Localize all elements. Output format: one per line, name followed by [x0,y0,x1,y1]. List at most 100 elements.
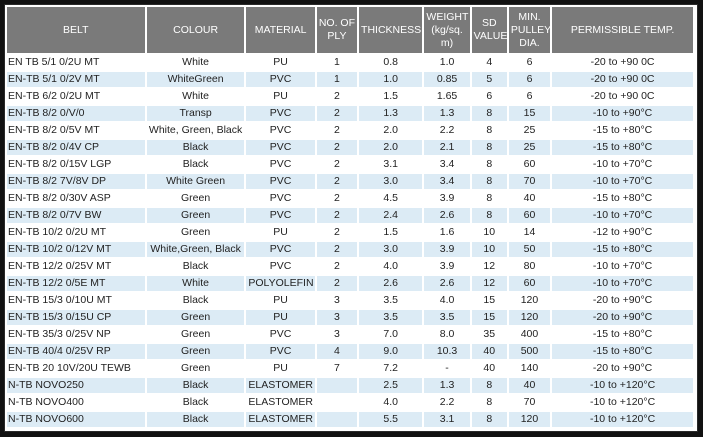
belt-cell: EN-TB 6/2 0/2U MT [7,89,145,104]
temp-cell: -10 to +70°C [552,276,693,291]
material-cell: PVC [246,191,315,206]
sd-value-cell: 8 [471,106,507,121]
belt-cell: EN-TB 8/2 0/30V ASP [7,191,145,206]
pulley-dia-cell: 500 [508,344,551,359]
ply-cell: 1 [316,55,358,70]
table-row: EN-TB 10/2 0/12V MT White,Green, Black PVC… [7,242,693,257]
thickness-cell: 9.0 [359,344,423,359]
pulley-dia-cell: 25 [508,140,551,155]
pulley-dia-cell: 60 [508,276,551,291]
weight-cell: 3.9 [424,259,470,274]
weight-cell: 4.0 [424,293,470,308]
table-row: EN-TB 40/4 0/25V RP Green PVC 4 9.0 10.3 40 500… [7,344,693,359]
ply-cell: 2 [316,242,358,257]
pulley-dia-cell: 60 [508,157,551,172]
colour-cell: White, Green, Black [146,123,245,138]
table-row: EN-TB 8/2 0/15V LGP Black PVC 2 3.1 3.4 8 60 -10… [7,157,693,172]
thickness-cell: 2.5 [359,378,423,393]
thickness-cell: 3.5 [359,293,423,308]
temp-cell: -20 to +90 0C [552,55,693,70]
sd-value-cell: 12 [471,259,507,274]
material-cell: PU [246,361,315,376]
header-colour: COLOUR [146,7,245,53]
material-cell: ELASTOMER WOVEN [246,395,315,410]
table-row: EN-TB 15/3 0/10U MT Black PU 3 3.5 4.0 15 120 -2… [7,293,693,308]
temp-cell: -12 to +90°C [552,225,693,240]
sd-value-cell: 8 [471,412,507,427]
sd-value-cell: 8 [471,378,507,393]
material-cell: PVC [246,344,315,359]
pulley-dia-cell: 70 [508,395,551,410]
colour-cell: Black [146,293,245,308]
temp-cell: -20 to +90°C [552,293,693,308]
sd-value-cell: 15 [471,310,507,325]
belt-cell: EN-TB 8/2 0/7V BW [7,208,145,223]
table-row: EN-TB 8/2 7V/8V DP White Green PVC 2 3.0 3.4 8… [7,174,693,189]
belt-cell: EN-TB 20 10V/20U TEWB [7,361,145,376]
pulley-dia-cell: 140 [508,361,551,376]
material-cell: PU [246,55,315,70]
thickness-cell: 4.5 [359,191,423,206]
belt-cell: EN-TB 35/3 0/25V NP [7,327,145,342]
colour-cell: Black [146,157,245,172]
table-row: EN-TB 5/1 0/2V MT WhiteGreen PVC 1 1.0 0.85 5 6… [7,72,693,87]
table-row: EN-TB 8/2 0/5V MT White, Green, Black PVC 2… [7,123,693,138]
material-cell: PVC [246,72,315,87]
pulley-dia-cell: 80 [508,259,551,274]
colour-cell: Black [146,140,245,155]
sd-value-cell: 12 [471,276,507,291]
header-weight: WEIGHT (kg/sq. m) [424,7,470,53]
material-cell: POLYOLEFIN [246,276,315,291]
pulley-dia-cell: 400 [508,327,551,342]
belt-cell: EN TB 5/1 0/2U MT [7,55,145,70]
thickness-cell: 4.0 [359,259,423,274]
ply-cell: 4 [316,344,358,359]
weight-cell: 3.4 [424,157,470,172]
thickness-cell: 1.3 [359,106,423,121]
header-min-pulley-dia: MIN. PULLEY DIA. [508,7,551,53]
colour-cell: Green [146,310,245,325]
thickness-cell: 2.0 [359,140,423,155]
thickness-cell: 7.0 [359,327,423,342]
thickness-cell: 1.0 [359,72,423,87]
sd-value-cell: 6 [471,89,507,104]
belt-cell: EN-TB 8/2 0/15V LGP [7,157,145,172]
header-belt: BELT [7,7,145,53]
table-row: EN-TB 8/2 0/7V BW Green PVC 2 2.4 2.6 8 60 -10 t… [7,208,693,223]
colour-cell: White,Green, Black [146,242,245,257]
ply-cell [316,412,358,427]
table-body: EN TB 5/1 0/2U MT White PU 1 0.8 1.0 4 6 -20 to … [7,55,693,427]
weight-cell: 1.3 [424,378,470,393]
table-row: EN-TB 20 10V/20U TEWB Green PU 7 7.2-40 140 -2… [7,361,693,376]
header-thickness: THICKNESS [359,7,423,53]
table-row: EN-TB 12/2 0/25V MT Black PVC 2 4.0 3.9 12 80 -1… [7,259,693,274]
thickness-cell: 1.5 [359,89,423,104]
thickness-cell: 2.4 [359,208,423,223]
material-cell: PVC [246,157,315,172]
temp-cell: -10 to +70°C [552,174,693,189]
ply-cell [316,378,358,393]
material-cell: PU [246,310,315,325]
ply-cell [316,395,358,410]
belt-cell: N-TB NOVO600 [7,412,145,427]
temp-cell: -15 to +80°C [552,140,693,155]
material-cell: PVC [246,123,315,138]
ply-cell: 2 [316,208,358,223]
ply-cell: 2 [316,123,358,138]
table-row: EN-TB 8/2 0/4V CP Black PVC 2 2.0 2.1 8 25 -15 t… [7,140,693,155]
ply-cell: 2 [316,174,358,189]
header-row: BELT COLOUR MATERIAL NO. OF PLY THICKNES… [7,7,693,53]
ply-cell: 3 [316,310,358,325]
weight-cell: 2.6 [424,276,470,291]
table-row: EN-TB 6/2 0/2U MT White PU 2 1.5 1.65 6 6 -20 to… [7,89,693,104]
belt-cell: EN-TB 15/3 0/15U CP [7,310,145,325]
belt-cell: EN-TB 8/2 0/4V CP [7,140,145,155]
sd-value-cell: 8 [471,395,507,410]
weight-cell: 10.3 [424,344,470,359]
belt-cell: EN-TB 8/2 0/5V MT [7,123,145,138]
temp-cell: -20 to +90 0C [552,89,693,104]
material-cell: PU [246,293,315,308]
material-cell: PVC [246,327,315,342]
sd-value-cell: 10 [471,242,507,257]
